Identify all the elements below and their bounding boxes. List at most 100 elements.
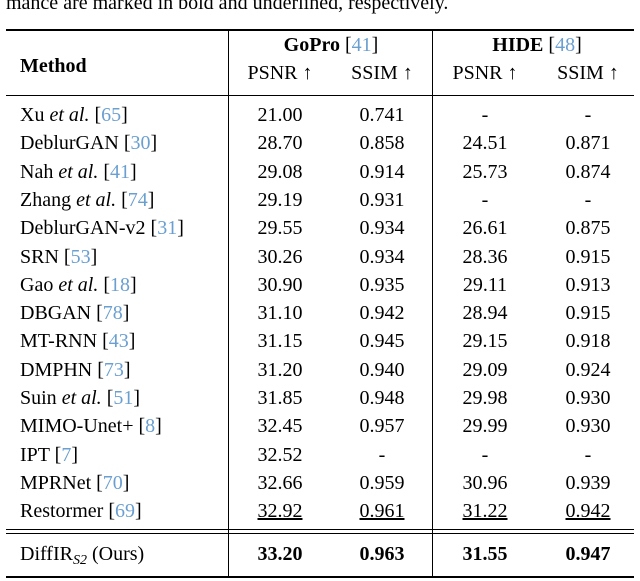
bracket: [ (94, 104, 102, 126)
value: 0.947 (565, 543, 611, 565)
value-cell: 0.914 (360, 161, 405, 183)
value-cell: 31.55 (463, 543, 508, 565)
bracket: ] (575, 34, 582, 56)
value: 30.96 (462, 471, 508, 494)
citation: 31 (157, 217, 178, 240)
value: 29.55 (257, 217, 303, 240)
value-cell: 0.871 (566, 132, 611, 154)
value: 28.36 (462, 245, 508, 268)
value: 0.915 (565, 245, 611, 268)
value-cell: 0.874 (566, 161, 611, 183)
value: 0.957 (359, 415, 405, 438)
citation: 43 (108, 330, 129, 353)
value-cell: 24.51 (463, 132, 508, 154)
bracket: [ (103, 160, 110, 183)
value-cell: 32.92 (258, 500, 303, 522)
value-cell: 29.98 (463, 387, 508, 409)
value-cell: 28.94 (463, 302, 508, 324)
citation: 7 (61, 443, 72, 466)
value-cell: 0.875 (566, 217, 611, 239)
value: - (481, 443, 489, 466)
citation: 51 (113, 387, 134, 409)
column-header-text: SSIM ↑ (351, 62, 413, 84)
bracket: [ (102, 330, 109, 353)
bracket: [ (548, 34, 556, 56)
bracket: ] (90, 245, 98, 268)
method-cell: MIMO-Unet+ [8] (20, 415, 162, 437)
value-cell: 31.20 (258, 359, 303, 381)
value: 29.08 (257, 160, 303, 183)
value: 0.948 (359, 387, 405, 409)
value: 31.20 (257, 358, 303, 381)
column-header-text: SSIM ↑ (557, 62, 619, 84)
value-cell: 0.931 (360, 189, 405, 211)
bracket: [ (123, 132, 131, 155)
value: 0.940 (359, 358, 405, 381)
value-cell: 33.20 (258, 543, 303, 565)
method-subscript: S2 (72, 553, 87, 568)
value-cell: 31.15 (258, 330, 303, 352)
value: 0.915 (565, 302, 611, 325)
method-name: Restormer (20, 500, 104, 523)
value: 0.934 (359, 217, 405, 240)
value-cell: - (482, 444, 489, 466)
method-name: DiffIR (20, 543, 73, 565)
header-rule (6, 95, 634, 96)
value-cell: 0.934 (360, 246, 405, 268)
value: 29.15 (462, 330, 508, 353)
value: 0.961 (359, 500, 405, 523)
value-cell: 0.942 (360, 302, 405, 324)
method-cell: IPT [7] (20, 444, 78, 466)
value: 24.51 (462, 132, 508, 155)
value: 0.874 (565, 160, 611, 183)
method-name: MT-RNN (20, 330, 98, 353)
citation: 53 (70, 245, 91, 268)
value: 29.19 (257, 188, 303, 211)
value: 0.875 (565, 217, 611, 240)
citation: 65 (101, 104, 122, 126)
value-cell: 29.15 (463, 330, 508, 352)
bracket: ] (155, 415, 162, 438)
value: 32.45 (257, 415, 303, 438)
value-cell: 0.947 (566, 543, 611, 565)
value-cell: 0.934 (360, 217, 405, 239)
value: 29.98 (462, 387, 508, 409)
bracket: ] (133, 387, 141, 409)
value: 0.942 (565, 500, 611, 523)
bracket: ] (130, 160, 137, 183)
value-cell: 0.858 (360, 132, 405, 154)
value-cell: 31.85 (258, 387, 303, 409)
bracket: ] (123, 358, 131, 381)
method-name: Nah (20, 160, 54, 183)
value: 0.858 (359, 132, 405, 155)
value: 0.945 (359, 330, 405, 353)
group-header: GoPro [41] (284, 34, 379, 56)
value-cell: 29.55 (258, 217, 303, 239)
column-header: SSIM ↑ (351, 62, 413, 84)
value: 29.11 (462, 273, 508, 296)
column-header-text: PSNR ↑ (247, 62, 313, 84)
bracket: [ (96, 302, 103, 325)
method-name: DeblurGAN-v2 (20, 217, 146, 240)
group-header: HIDE [48] (492, 34, 581, 56)
method-cell: DeblurGAN [30] (20, 132, 157, 154)
value: 30.90 (257, 273, 303, 296)
method-cell: MT-RNN [43] (20, 330, 135, 352)
bracket: ] (177, 217, 184, 240)
method-name: DeblurGAN (20, 132, 119, 155)
value-cell: 25.73 (463, 161, 508, 183)
method-cell: Zhang et al. [74] (20, 189, 154, 211)
citation: 78 (102, 302, 123, 325)
bracket: [ (103, 273, 110, 296)
value-cell: - (482, 189, 489, 211)
caption-fragment: mance are marked in bold and underlined,… (6, 0, 449, 14)
citation: 73 (103, 358, 124, 381)
citation: 74 (127, 188, 148, 211)
value: 21.00 (257, 104, 303, 126)
bracket: ] (128, 330, 136, 353)
top-rule (6, 29, 634, 31)
value-cell: 0.948 (360, 387, 405, 409)
bracket: [ (108, 500, 115, 523)
value: 25.73 (462, 160, 508, 183)
value-cell: 29.11 (463, 274, 507, 296)
